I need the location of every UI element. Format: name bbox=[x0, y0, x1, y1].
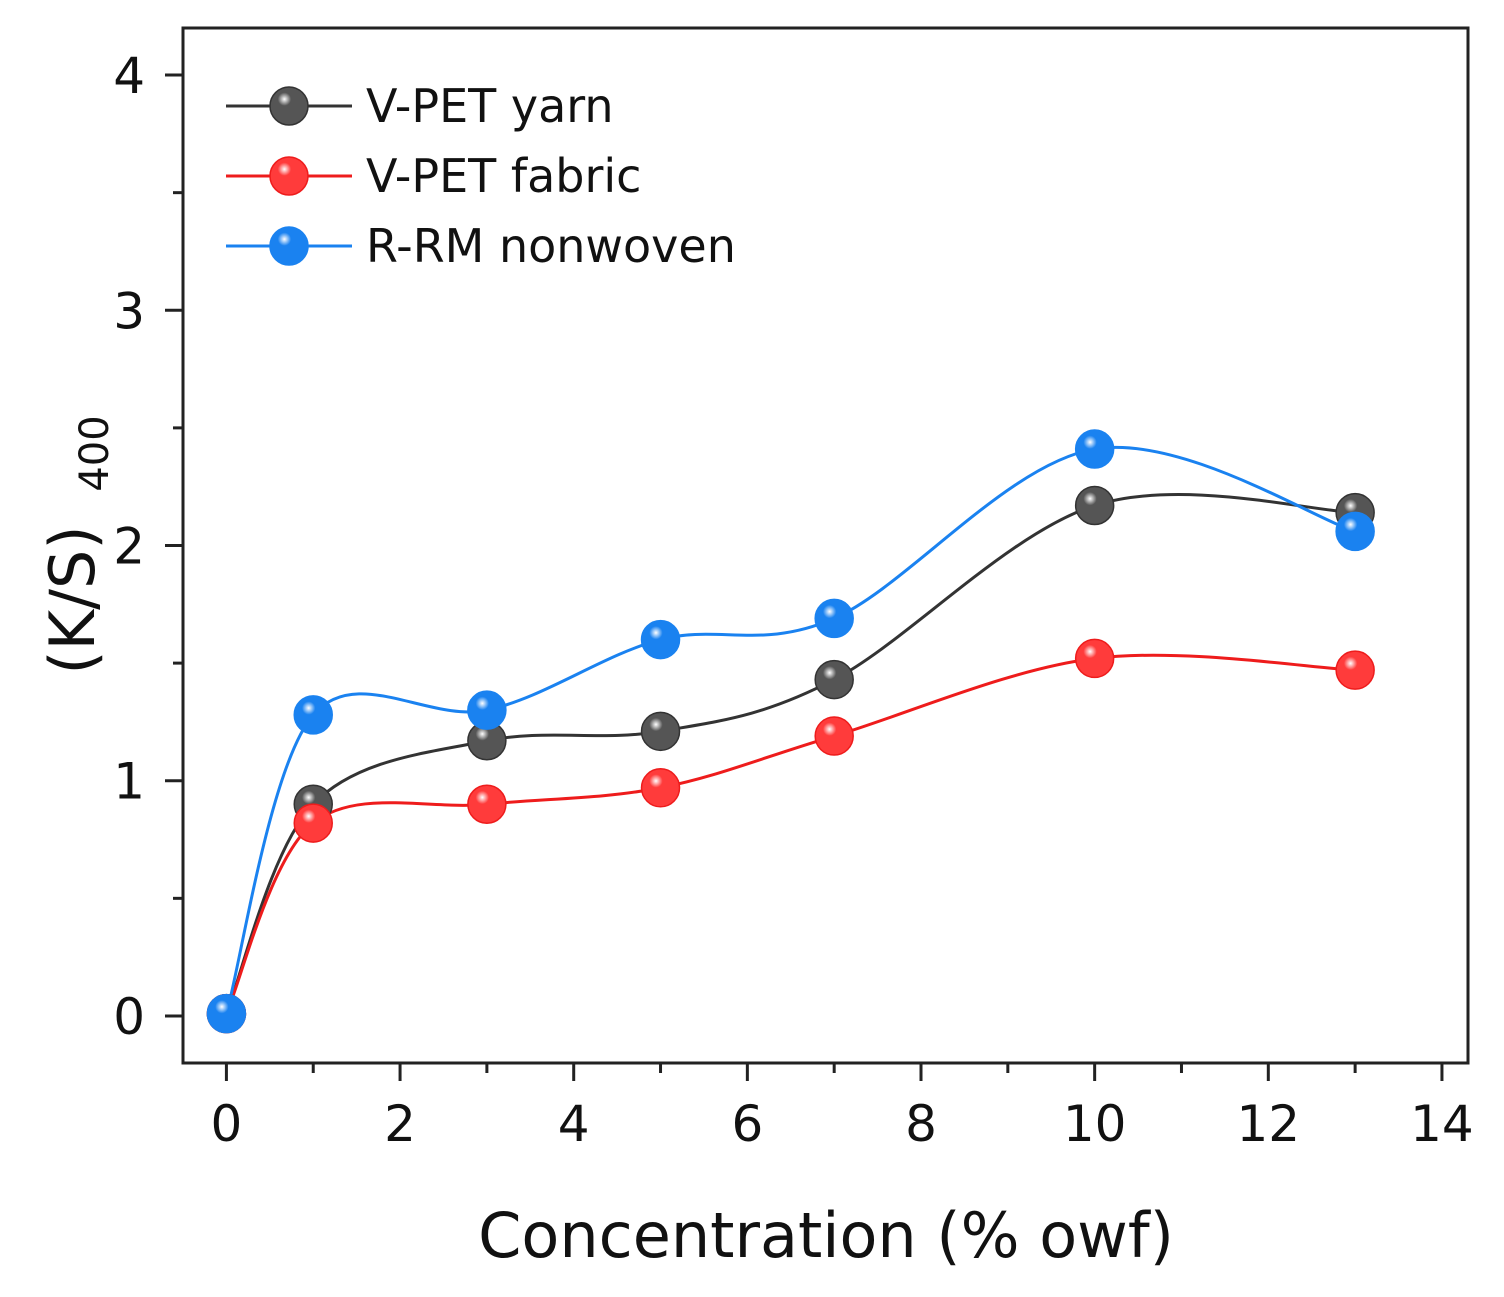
x-axis-title: Concentration (% owf) bbox=[478, 1199, 1174, 1272]
series-line bbox=[224, 445, 1356, 1015]
data-point bbox=[1335, 650, 1375, 690]
data-point bbox=[640, 711, 681, 752]
y-axis-title: (K/S) 400 bbox=[36, 415, 118, 674]
y-tick-label: 4 bbox=[113, 47, 145, 105]
x-tick-label: 10 bbox=[1063, 1095, 1127, 1153]
y-axis-title-main: (K/S) bbox=[36, 525, 109, 674]
y-tick-label: 1 bbox=[113, 753, 145, 811]
y-tick-label: 0 bbox=[113, 988, 145, 1046]
series-line bbox=[225, 493, 1356, 1015]
data-point bbox=[467, 690, 507, 730]
x-tick-label: 2 bbox=[384, 1095, 416, 1153]
data-point bbox=[1074, 638, 1115, 679]
legend-label: V-PET yarn bbox=[366, 79, 614, 133]
legend-label: V-PET fabric bbox=[366, 149, 641, 203]
data-point bbox=[1335, 511, 1375, 552]
x-tick-label: 14 bbox=[1410, 1095, 1474, 1153]
data-point bbox=[1074, 429, 1115, 469]
x-tick-label: 0 bbox=[211, 1095, 243, 1153]
legend: V-PET yarn V-PET fabric R-RM nonwoven bbox=[226, 79, 736, 273]
y-tick-label: 2 bbox=[113, 518, 145, 576]
series-points bbox=[206, 429, 1375, 1034]
data-point bbox=[293, 695, 333, 735]
data-point bbox=[640, 619, 681, 660]
data-point bbox=[467, 784, 507, 824]
series-lines bbox=[224, 445, 1356, 1015]
legend-marker bbox=[269, 156, 309, 196]
y-axis-title-subscript: 400 bbox=[72, 415, 118, 491]
x-tick-label: 6 bbox=[731, 1095, 763, 1153]
x-tick-label: 12 bbox=[1236, 1095, 1300, 1153]
data-point bbox=[1074, 485, 1115, 526]
x-axis: 0 2 4 6 8 10 12 14 bbox=[211, 1063, 1474, 1153]
data-point bbox=[814, 716, 854, 756]
series-line bbox=[225, 653, 1356, 1015]
data-point bbox=[814, 598, 854, 639]
y-tick-label: 3 bbox=[113, 282, 145, 340]
legend-label: R-RM nonwoven bbox=[366, 219, 736, 273]
data-point bbox=[640, 768, 681, 808]
y-axis: 0 1 2 3 4 bbox=[113, 47, 183, 1046]
x-tick-label: 8 bbox=[905, 1095, 937, 1153]
data-point bbox=[206, 993, 247, 1034]
legend-marker bbox=[269, 226, 309, 266]
data-point bbox=[293, 803, 333, 843]
legend-marker bbox=[269, 86, 309, 126]
data-point bbox=[814, 659, 854, 700]
x-tick-label: 4 bbox=[558, 1095, 590, 1153]
